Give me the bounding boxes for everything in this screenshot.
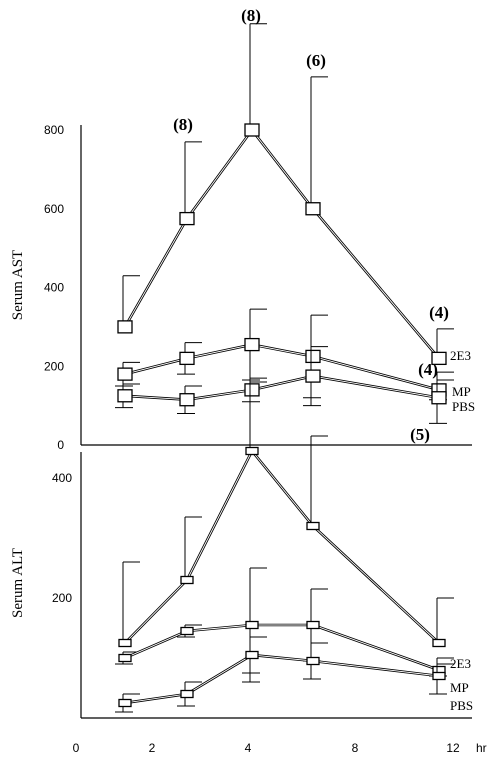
data-point-pbs [244, 383, 260, 397]
series-line-inner-2e3 [124, 129, 440, 359]
data-point-mp [118, 653, 132, 663]
data-point-pbs [431, 391, 447, 405]
y-tick-label: 800 [44, 123, 64, 137]
data-point-pbs [305, 369, 321, 383]
x-tick-label: 0 [73, 741, 80, 755]
n-count-annotation: (5) [410, 425, 430, 444]
series-label-mp-bottom: MP [450, 680, 469, 695]
series-line-inner-mp [124, 624, 440, 671]
data-point-2e3 [244, 123, 260, 137]
data-point-mp [305, 349, 321, 364]
data-point-2e3 [432, 638, 446, 648]
series-line-pbs [124, 374, 440, 402]
data-point-2e3 [118, 638, 132, 648]
n-count-annotation: (6) [306, 51, 326, 70]
plot-layer: 0 200 400 600 800 200 400 [44, 23, 454, 713]
series-label-2e3-top: 2E3 [450, 348, 471, 363]
data-point-mp [117, 367, 133, 381]
data-point-pbs [117, 389, 133, 403]
series-line-inner-pbs [124, 654, 440, 704]
y-tick-label: 400 [44, 281, 64, 295]
series-label-2e3-bottom: 2E3 [450, 656, 471, 671]
data-point-pbs [245, 650, 259, 660]
series-label-pbs-top: PBS [452, 399, 475, 414]
data-point-pbs [306, 656, 320, 666]
data-point-2e3 [431, 351, 447, 366]
bottom-y-axis-label: Serum ALT [10, 548, 26, 618]
series-line-inner-pbs [124, 375, 440, 401]
y-tick-label: 200 [44, 359, 64, 373]
data-point-2e3 [117, 320, 133, 334]
series-label-mp-top: MP [452, 384, 471, 399]
y-tick-label: 0 [57, 438, 64, 452]
n-count-annotation: (4) [429, 303, 449, 322]
y-tick-label: 200 [52, 591, 72, 605]
data-point-2e3 [305, 202, 321, 216]
data-point-pbs [179, 393, 195, 407]
series-line-inner-2e3 [124, 450, 440, 644]
data-point-2e3 [245, 446, 259, 456]
series-line-2e3 [124, 448, 440, 644]
data-point-mp [245, 620, 259, 630]
y-tick-label: 400 [52, 471, 72, 485]
n-count-annotation: (8) [241, 6, 261, 25]
top-y-axis-label: Serum AST [10, 250, 26, 320]
n-count-annotation: (8) [173, 115, 193, 134]
data-point-mp [179, 351, 195, 366]
x-tick-label: 8 [352, 741, 359, 755]
data-point-pbs [180, 689, 194, 699]
y-tick-label: 600 [44, 202, 64, 216]
data-point-mp [244, 337, 260, 352]
data-point-pbs [432, 671, 446, 681]
data-point-2e3 [306, 521, 320, 531]
series-line-mp [124, 623, 440, 672]
x-tick-label: 2 [149, 741, 156, 755]
data-point-mp [180, 626, 194, 636]
x-tick-label: 12 [446, 741, 460, 755]
series-label-pbs-bottom: PBS [450, 698, 473, 713]
data-point-2e3 [180, 575, 194, 585]
data-point-2e3 [179, 211, 195, 226]
x-tick-label: 4 [245, 741, 252, 755]
x-axis-label: hr [476, 741, 487, 755]
data-point-mp [306, 620, 320, 630]
data-point-pbs [118, 698, 132, 708]
